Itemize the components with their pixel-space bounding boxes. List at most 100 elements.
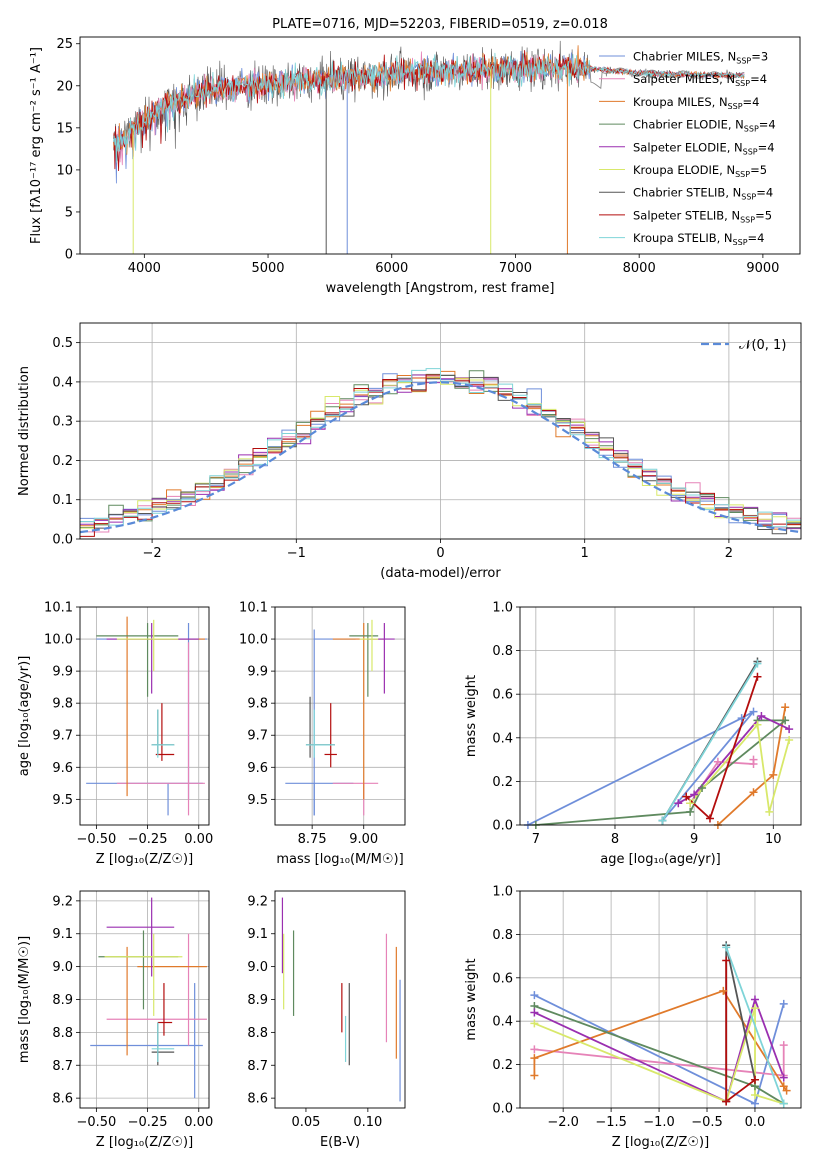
mass_vs_ebv-plot: 0.05 0.10 8.6 8.7 8.8 8.9 9.0 9.1 9.2 E(B-V): [247, 890, 406, 1150]
residuals-area: [80, 323, 801, 539]
series-marker: [530, 1071, 539, 1080]
y-tick-label: 9.7: [52, 729, 73, 744]
legend-label: Salpeter STELIB, NSSP=5: [633, 208, 772, 224]
x-tick-label: 0.05: [291, 1115, 320, 1130]
y-tick-label: 0.4: [492, 1015, 513, 1030]
series-line-kroupa_elodie: [689, 722, 790, 813]
series-marker: [781, 716, 790, 725]
y-tick-label: 9.0: [247, 960, 268, 975]
series-marker: [782, 1086, 791, 1095]
y-axis-label: mass [log₁₀(M/M☉)]: [17, 936, 32, 1063]
y-tick-label: 5: [65, 205, 73, 220]
y-tick-label: 9.8: [52, 697, 73, 712]
series-marker: [779, 1073, 788, 1082]
y-tick-label: 10.0: [239, 633, 268, 648]
legend-label: 𝒩(0, 1): [739, 338, 786, 353]
legend-label: Chabrier MILES, NSSP=3: [633, 50, 768, 66]
x-tick-label: 5000: [251, 261, 284, 276]
series-line-chabrier_miles: [527, 710, 755, 825]
y-tick-label: 9.2: [52, 894, 73, 909]
x-tick-label: −0.50: [76, 1115, 116, 1130]
age_vs_mass-plot: 8.75 9.00 9.5 9.6 9.7 9.8 9.9 10.0 10.1 mass [log…: [239, 601, 406, 867]
y-tick-label: 0.5: [52, 336, 73, 351]
x-tick-label: 0.0: [745, 1115, 766, 1130]
series-marker: [530, 1008, 539, 1017]
chart-title: PLATE=0716, MJD=52203, FIBERID=0519, z=0…: [272, 17, 608, 32]
age_vs_mass-area: [275, 607, 405, 825]
spectrum-line-kroupa_stelib: [113, 52, 745, 163]
x-tick-label: 6000: [375, 261, 408, 276]
series-marker: [765, 807, 774, 816]
spectrum-plot: 4000 5000 6000 7000 8000 9000 0 5 10 15 20 25 wavele…: [29, 17, 801, 296]
y-tick-label: 10.1: [44, 601, 73, 616]
x-tick-label: −2.0: [547, 1115, 579, 1130]
plot-frame: [79, 36, 801, 255]
series-line-kroupa_stelib: [661, 663, 759, 822]
y-tick-label: 8.9: [247, 993, 268, 1008]
age_vs_Z-plot: −0.50 −0.25 0.00 9.5 9.6 9.7 9.8 9.9 10.0 10.1 Z […: [17, 601, 213, 868]
y-tick-label: 9.9: [52, 665, 73, 680]
y-axis-label: Flux [fλ10⁻¹⁷ erg cm⁻² s⁻¹ A⁻¹]: [29, 47, 44, 244]
x-tick-label: −0.25: [128, 832, 168, 847]
mass_vs_Z-plot: −0.50 −0.25 0.00 8.6 8.7 8.8 8.9 9.0 9.1 9.2 Z [lo…: [17, 890, 213, 1150]
y-tick-label: 9.2: [247, 894, 268, 909]
x-axis-label: wavelength [Angstrom, rest frame]: [326, 281, 555, 296]
y-tick-label: 8.7: [52, 1059, 73, 1074]
weight_vs_Z-plot: −2.0 −1.5 −1.0 −0.5 0.0 0.0 0.2 0.4 0.6 0.8 1.0 Z […: [464, 885, 802, 1150]
y-tick-label: 20: [56, 79, 73, 94]
residuals-plot: −2 −1 0 1 2 0.0 0.1 0.2 0.3 0.4 0.5 (data-model)/er…: [17, 322, 802, 581]
series-marker: [749, 788, 758, 797]
y-tick-label: 15: [56, 121, 73, 136]
y-tick-label: 0.4: [52, 375, 73, 390]
y-tick-label: 0.8: [492, 644, 513, 659]
series-marker: [686, 799, 695, 808]
histogram-kroupa_stelib: [80, 368, 801, 528]
y-tick-label: 1.0: [492, 885, 513, 900]
x-tick-label: 8: [611, 832, 619, 847]
y-axis-label: Normed distribution: [17, 366, 32, 496]
x-tick-label: 7000: [499, 261, 532, 276]
spectrum-line-salpeter_stelib: [113, 50, 745, 172]
plot-frame: [519, 606, 802, 826]
series-marker: [750, 1075, 759, 1084]
series-marker: [658, 816, 667, 825]
mass_vs_Z-area: [80, 891, 209, 1108]
series-marker: [722, 956, 731, 965]
x-tick-label: 7: [532, 832, 540, 847]
series-marker: [705, 814, 714, 823]
x-tick-label: −0.5: [691, 1115, 723, 1130]
y-tick-label: 8.6: [52, 1092, 73, 1107]
x-tick-label: 2: [725, 546, 733, 561]
y-tick-label: 0.2: [492, 775, 513, 790]
y-tick-label: 0.3: [52, 415, 73, 430]
y-tick-label: 8.7: [247, 1059, 268, 1074]
legend-label: Kroupa ELODIE, NSSP=5: [633, 163, 767, 179]
series-marker: [750, 995, 759, 1004]
y-tick-label: 10.0: [44, 633, 73, 648]
y-tick-label: 8.6: [247, 1092, 268, 1107]
y-tick-label: 9.5: [52, 793, 73, 808]
x-axis-label: E(B-V): [320, 1135, 360, 1150]
y-tick-label: 1.0: [492, 601, 513, 616]
series-marker: [698, 783, 707, 792]
y-axis-label: mass weight: [464, 958, 479, 1040]
y-tick-label: 9.7: [247, 729, 268, 744]
x-axis-label: Z [log₁₀(Z/Z☉)]: [612, 1135, 709, 1150]
x-axis-label: age [log₁₀(age/yr)]: [600, 852, 721, 867]
plot-frame: [79, 322, 802, 540]
series-marker: [690, 790, 699, 799]
plot-frame: [79, 606, 210, 826]
x-tick-label: −2: [143, 546, 162, 561]
plot-frame: [274, 606, 406, 826]
y-tick-label: 0.1: [52, 493, 73, 508]
age_vs_Z-area: [80, 607, 209, 825]
x-tick-label: 0: [436, 546, 444, 561]
x-tick-label: 8000: [623, 261, 656, 276]
series-marker: [781, 703, 790, 712]
x-tick-label: 10: [765, 832, 782, 847]
series-marker: [769, 770, 778, 779]
x-axis-label: Z [log₁₀(Z/Z☉)]: [96, 1135, 193, 1150]
x-tick-label: 4000: [128, 261, 161, 276]
series-marker: [530, 1045, 539, 1054]
